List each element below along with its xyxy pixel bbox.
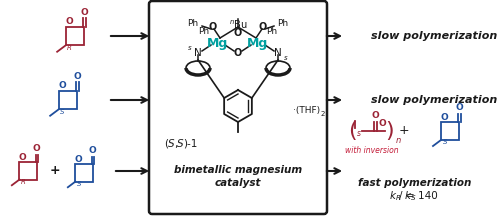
Text: $^{n}$Bu: $^{n}$Bu <box>228 19 248 31</box>
Text: R: R <box>67 45 72 51</box>
Text: S: S <box>442 140 447 146</box>
Text: O: O <box>440 113 448 121</box>
Text: with inversion: with inversion <box>345 146 399 155</box>
Text: S: S <box>168 139 174 149</box>
Text: N: N <box>274 48 282 58</box>
Text: 2: 2 <box>321 111 326 117</box>
Text: +: + <box>398 124 409 138</box>
Text: Ph: Ph <box>266 27 278 37</box>
Text: S: S <box>60 109 64 115</box>
Text: O: O <box>234 28 242 38</box>
Text: O: O <box>378 119 386 128</box>
Text: Ph: Ph <box>188 19 198 29</box>
Text: Ph: Ph <box>278 19 288 29</box>
Text: catalyst: catalyst <box>215 178 261 188</box>
Text: R: R <box>21 179 26 185</box>
Text: s: s <box>357 129 361 138</box>
Text: slow polymerization: slow polymerization <box>371 31 497 41</box>
Text: ): ) <box>386 121 394 141</box>
FancyBboxPatch shape <box>149 1 327 214</box>
Text: O: O <box>74 71 82 81</box>
Text: O: O <box>455 103 463 113</box>
Text: / $k_{S}$: / $k_{S}$ <box>398 189 417 203</box>
Text: N: N <box>194 48 202 58</box>
Text: (: ( <box>164 139 168 149</box>
Text: $k_{R}$: $k_{R}$ <box>389 189 401 203</box>
Text: = 140: = 140 <box>406 191 438 201</box>
Text: +: + <box>50 165 60 178</box>
Text: s: s <box>284 55 288 61</box>
Text: Mg: Mg <box>208 37 229 49</box>
Text: O: O <box>66 17 73 26</box>
Text: )-1: )-1 <box>183 139 198 149</box>
Text: O: O <box>58 81 66 90</box>
Text: O: O <box>88 146 96 156</box>
Text: slow polymerization: slow polymerization <box>371 95 497 105</box>
Text: O: O <box>234 48 242 58</box>
Text: O: O <box>371 111 379 120</box>
Text: s: s <box>188 45 192 51</box>
Text: O: O <box>80 8 88 17</box>
Text: O: O <box>209 22 217 32</box>
Text: S: S <box>177 139 184 149</box>
Text: fast polymerization: fast polymerization <box>358 178 472 188</box>
Text: Mg: Mg <box>248 37 268 49</box>
Text: bimetallic magnesium: bimetallic magnesium <box>174 165 302 175</box>
Text: O: O <box>259 22 267 32</box>
Text: n: n <box>396 136 401 145</box>
Text: ,: , <box>174 139 178 149</box>
Text: Ph: Ph <box>198 27 209 37</box>
Text: S: S <box>77 181 82 187</box>
Text: O: O <box>19 153 26 162</box>
Text: ·(THF): ·(THF) <box>293 106 320 116</box>
Text: (: ( <box>348 121 356 141</box>
Text: O: O <box>75 155 82 164</box>
Text: O: O <box>32 145 40 153</box>
